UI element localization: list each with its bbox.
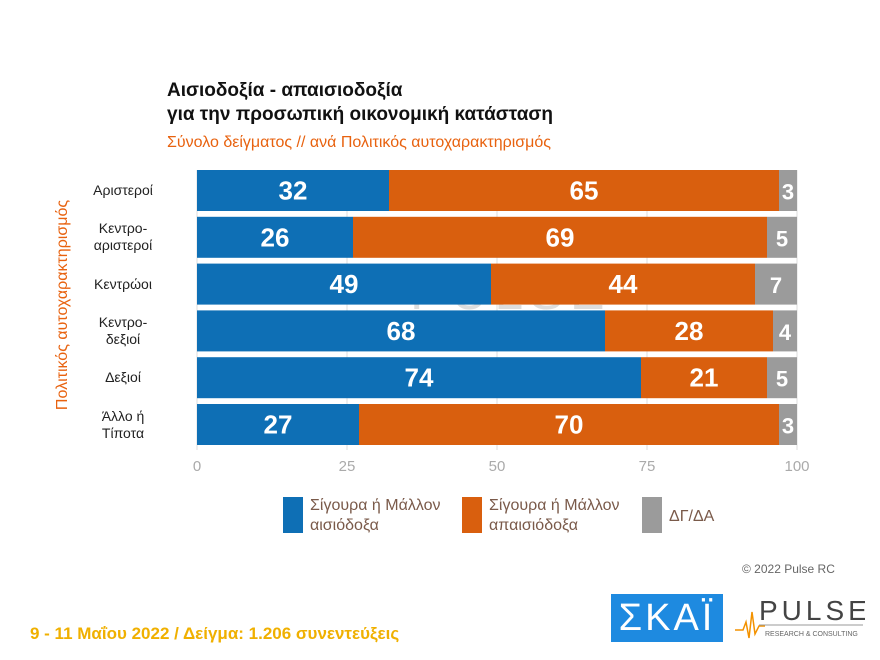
bar-segment bbox=[197, 263, 491, 305]
bar-segment bbox=[197, 310, 605, 352]
bar-segment bbox=[359, 404, 779, 445]
svg-text:PULSE: PULSE bbox=[759, 595, 865, 626]
bar-segment bbox=[491, 263, 755, 305]
data-label: 70 bbox=[555, 410, 584, 440]
legend-label: Σίγουρα ή Μάλλον αισιόδοξα bbox=[310, 497, 441, 534]
data-label: 28 bbox=[675, 316, 704, 346]
x-tick-label: 25 bbox=[339, 458, 356, 475]
x-tick-label: 75 bbox=[639, 458, 656, 475]
legend-swatch bbox=[642, 497, 662, 533]
legend-swatch bbox=[462, 497, 482, 533]
footer-sample-info: 9 - 11 Μαΐου 2022 / Δείγμα: 1.206 συνεντ… bbox=[30, 624, 400, 643]
skai-logo: ΣΚΑΪ bbox=[611, 594, 723, 642]
category-label: Αριστεροί bbox=[93, 182, 153, 198]
data-label: 49 bbox=[330, 269, 359, 299]
data-label: 69 bbox=[546, 222, 575, 252]
bar-segment bbox=[767, 216, 797, 258]
data-label: 7 bbox=[770, 273, 782, 298]
category-label: Κεντρο-δεξιοί bbox=[98, 313, 148, 347]
legend-label: Σίγουρα ή Μάλλον απαισιόδοξα bbox=[489, 497, 620, 534]
bar-segment bbox=[197, 404, 359, 445]
legend-swatch bbox=[283, 497, 303, 533]
data-label: 44 bbox=[609, 269, 638, 299]
bar-segment bbox=[197, 216, 353, 258]
x-tick-label: 0 bbox=[193, 458, 201, 475]
data-label: 3 bbox=[782, 414, 794, 439]
data-label: 26 bbox=[261, 222, 290, 252]
data-label: 74 bbox=[405, 363, 434, 393]
chart-title-line1: Αισιοδοξία - απαισιοδοξία bbox=[167, 80, 403, 101]
chart-subtitle: Σύνολο δείγματος // ανά Πολιτικός αυτοχα… bbox=[167, 134, 551, 151]
data-label: 65 bbox=[570, 176, 599, 206]
category-label: Κεντρο-αριστεροί bbox=[93, 220, 153, 254]
bar-segment bbox=[767, 357, 797, 399]
bar-segment bbox=[779, 170, 797, 211]
data-label: 5 bbox=[776, 367, 788, 392]
legend-label: ΔΓ/ΔΑ bbox=[669, 508, 715, 525]
data-label: 32 bbox=[279, 176, 308, 206]
bar-segment bbox=[197, 170, 389, 211]
bar-segment bbox=[605, 310, 773, 352]
copyright: © 2022 Pulse RC bbox=[742, 562, 835, 576]
bar-segment bbox=[779, 404, 797, 445]
bar-segment bbox=[353, 216, 767, 258]
x-tick-label: 100 bbox=[784, 458, 809, 475]
category-label: Άλλο ή Τίποτα bbox=[101, 407, 145, 441]
bar-segment bbox=[755, 263, 797, 305]
category-label: Δεξιοί bbox=[105, 369, 141, 386]
bar-segment bbox=[197, 357, 641, 399]
svg-text:RESEARCH & CONSULTING: RESEARCH & CONSULTING bbox=[765, 631, 858, 638]
plot-area: 0 25 50 75 100 32 65 3 26 69 5 49 44 7 68 28 4 74 21 5 27 70 3 bbox=[193, 170, 810, 475]
data-label: 68 bbox=[387, 316, 416, 346]
data-label: 21 bbox=[690, 363, 719, 393]
bar-segment bbox=[773, 310, 797, 352]
data-label: 3 bbox=[782, 180, 794, 205]
chart-title-line2: για την προσωπική οικονομική κατάσταση bbox=[167, 104, 553, 125]
bar-segment bbox=[641, 357, 767, 399]
data-label: 27 bbox=[264, 410, 293, 440]
data-label: 4 bbox=[779, 320, 792, 345]
x-tick-label: 50 bbox=[489, 458, 506, 475]
bar-segment bbox=[389, 170, 779, 211]
pulse-logo: PULSE RESEARCH & CONSULTING bbox=[735, 595, 865, 639]
category-label: Κεντρώοι bbox=[94, 275, 152, 292]
data-label: 5 bbox=[776, 226, 788, 251]
